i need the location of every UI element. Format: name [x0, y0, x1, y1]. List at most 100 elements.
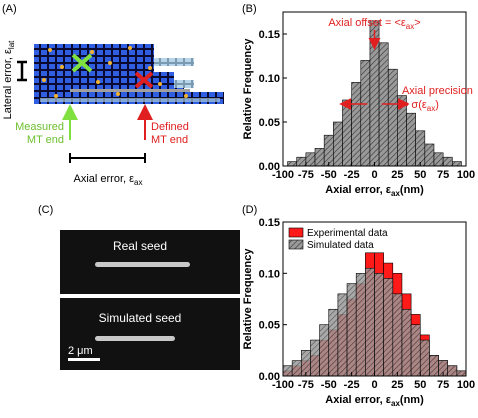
x-tick-label: -100	[272, 169, 294, 181]
x-tick-label: 50	[414, 169, 426, 181]
panel-label: (B)	[242, 3, 257, 15]
bar	[383, 278, 394, 377]
bar	[305, 152, 316, 167]
bar	[387, 68, 398, 167]
bar	[310, 339, 320, 377]
x-axis-label: (nm)	[400, 394, 424, 406]
x-tick-label: -100	[272, 379, 294, 391]
legend-label: Simulated data	[307, 240, 374, 251]
x-axis-label: Axial error, ε	[325, 394, 392, 406]
bar	[346, 283, 357, 377]
x-axis-label: Axial error, ε	[325, 184, 392, 196]
panel-label: (A)	[2, 3, 17, 15]
x-tick-label: -25	[344, 169, 360, 181]
lateral-label: Lateral error, εlat	[2, 40, 16, 120]
legend-swatch	[288, 239, 304, 250]
microscopy-images	[60, 230, 240, 370]
x-tick-label: -50	[321, 169, 337, 181]
annotation: Axial offset = <εax>	[328, 17, 420, 31]
bar	[282, 365, 293, 377]
annotation: )	[435, 99, 439, 111]
y-tick-label: 0.00	[259, 161, 280, 173]
bar	[410, 324, 421, 377]
x-tick-label: -50	[321, 379, 337, 391]
x-tick-label: 75	[437, 379, 449, 391]
scale-label: 2 μm	[68, 345, 93, 357]
bar	[328, 308, 339, 377]
annotation: Axial offset = <ε	[328, 17, 406, 29]
axial-label: Axial error, εax	[74, 173, 143, 187]
x-tick-label: 100	[457, 379, 475, 391]
bar	[337, 293, 348, 377]
bar	[456, 370, 467, 377]
x-tick-label: 100	[457, 169, 475, 181]
x-tick-label: 0	[371, 379, 377, 391]
bar	[401, 308, 412, 377]
x-tick-label: -25	[344, 379, 360, 391]
x-tick-label: 0	[371, 169, 377, 181]
y-axis-label: Relative Frequency	[242, 248, 254, 350]
bar	[365, 267, 375, 377]
microtubule-diagram	[17, 44, 224, 163]
y-tick-label: 0.15	[259, 217, 280, 229]
bar	[406, 112, 416, 167]
bar	[424, 143, 435, 167]
y-tick-label: 0.15	[259, 29, 280, 41]
y-tick-label: 0.10	[259, 73, 280, 85]
bar	[360, 60, 371, 167]
x-tick-label: 75	[437, 169, 449, 181]
bar	[419, 339, 430, 377]
y-tick-label: 0.05	[259, 117, 280, 129]
bar	[314, 148, 325, 167]
bar	[415, 130, 426, 167]
annotation: ax	[406, 22, 414, 31]
y-axis-label: Relative Frequency	[242, 38, 254, 140]
x-axis-label: ax	[391, 189, 400, 198]
x-axis-label: Axial error, εax(nm)	[325, 394, 424, 408]
x-tick-label: 25	[391, 379, 403, 391]
bar	[287, 161, 298, 167]
defined-label: Defined	[151, 121, 189, 133]
x-axis-label: Axial error, εax(nm)	[325, 184, 424, 198]
x-tick-label: -75	[298, 169, 314, 181]
bar	[451, 161, 462, 167]
panel-label: (C)	[38, 204, 53, 216]
legend-swatch	[288, 227, 304, 238]
annotation: ax	[427, 104, 435, 113]
y-tick-label: 0.05	[259, 320, 280, 332]
bar	[351, 82, 362, 167]
measured-label: MT end	[27, 134, 64, 146]
bar	[355, 273, 366, 377]
y-tick-label: 0.00	[259, 371, 280, 383]
bar	[296, 156, 307, 167]
defined-label: MT end	[151, 134, 188, 146]
bar	[333, 121, 343, 167]
image-label: Real seed	[113, 239, 167, 253]
charts: 0.00 0.05 0.10 0.15 -100 -75 -50 -25 0 25 50 75 100 R…	[242, 11, 475, 408]
x-tick-label: 25	[391, 169, 403, 181]
x-axis-label: (nm)	[400, 184, 424, 196]
bar	[442, 156, 453, 167]
legend-label: Experimental data	[307, 228, 388, 239]
annotation: = σ(ε	[402, 99, 427, 111]
bar	[429, 355, 439, 377]
bar	[392, 293, 403, 377]
bar	[374, 273, 384, 377]
panel-label: (D)	[242, 204, 257, 216]
bar	[319, 324, 330, 377]
bar	[323, 134, 334, 167]
x-axis-label: ax	[391, 399, 400, 408]
x-tick-label: 50	[414, 379, 426, 391]
measured-label: Measured	[15, 121, 64, 133]
image-label: Simulated seed	[99, 311, 182, 325]
x-tick-label: -75	[298, 379, 314, 391]
bar	[291, 360, 302, 377]
annotation: = σ(εax)	[402, 99, 439, 113]
annotation: >	[414, 17, 420, 29]
bar	[342, 99, 352, 167]
bar	[447, 365, 458, 377]
y-tick-label: 0.10	[259, 268, 280, 280]
bar	[433, 152, 444, 167]
annotation: Axial precision	[402, 85, 473, 97]
